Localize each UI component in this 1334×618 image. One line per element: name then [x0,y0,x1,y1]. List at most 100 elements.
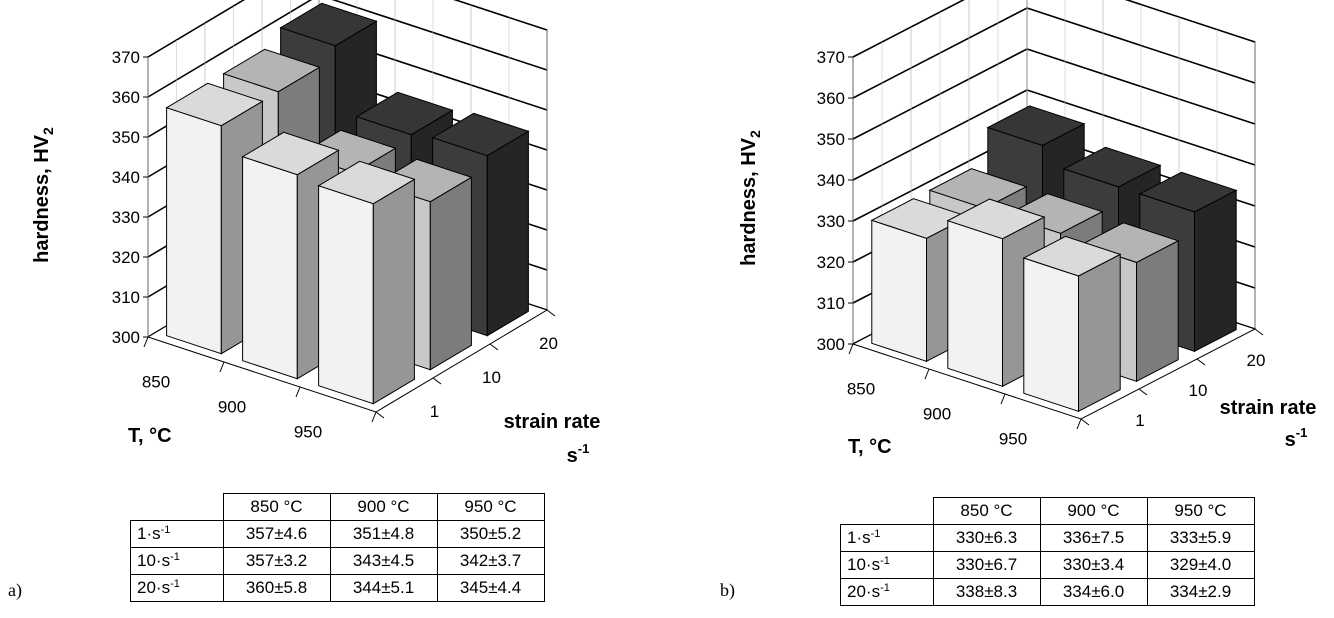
panel-a-bar-top [431,112,530,157]
panel-a-table-cell: 351±4.8 [329,520,438,548]
panel-b-x-tick-label: 900 [923,405,951,424]
panel-label-a: a) [8,580,22,600]
panel-a-y-tick-label: 360 [112,88,140,107]
panel-a-table-cell: 357±4.6 [222,520,331,548]
panel-a-x-tick [219,361,225,373]
panel-b-bar-side [1078,253,1121,413]
panel-b-z-tick [1138,388,1148,396]
panel-b-z-tick [1254,328,1264,336]
panel-b-y-tick-label: 330 [817,212,845,231]
panel-b-table-cell: 333±5.9 [1146,524,1255,552]
panel-b-row-header: 20·s-1 [840,578,934,606]
panel-a-y-tick-label: 340 [112,168,140,187]
panel-b-row-header: 1·s-1 [840,524,934,552]
panel-b-bar-front [947,220,1003,387]
panel-a-chart: 300 310 320 330 340 350 360 370 850 900 950 1 10 20 ha… [31,0,600,467]
panel-a-z-tick [375,411,385,419]
panel-a-x-tick-label: 900 [218,398,246,417]
panel-a-y-tick-label: 320 [112,248,140,267]
panel-a-bar-top [241,131,340,176]
panel-b-table-cell: 330±3.4 [1039,551,1148,579]
panel-a-z-axis-title: strain rate [504,411,601,433]
panel-a-bar-side [486,130,529,337]
panel-b-y-axis-title: hardness, HV2 [738,130,763,266]
panel-b-x-tick-label: 950 [999,430,1027,449]
panel-a-y-tick-label: 370 [112,48,140,67]
panel-b-bar-top [986,105,1086,147]
panel-a-table-cell: 360±5.8 [222,574,331,602]
panel-a-bar-top [165,82,264,127]
panel-a-x-tick [371,411,377,423]
panel-a-x-tick [143,336,149,348]
panel-b-bar [1022,235,1122,413]
panel-a-bar-front [318,185,374,405]
panel-b-x-tick [924,368,930,380]
panel-a-bar-top [222,48,321,93]
panel-b-table-cell: 330±6.3 [932,524,1041,552]
panel-a-x-tick [295,386,301,398]
panel-b-z-axis-title: strain rate [1220,397,1317,419]
panel-a-bar-side [429,176,472,371]
panel-b-table-row: 10·s-1 330±6.7 330±3.4 329±4.0 [840,551,1255,579]
panel-a-z-axis-unit: s-1 [567,441,590,467]
panel-b-x-axis-title: T, °C [848,436,892,458]
panel-a-col-header: 850 °C [222,493,331,521]
panel-a-z-tick [432,377,442,385]
panel-a-table-cell: 357±3.2 [222,547,331,575]
panel-b-table-row: 20·s-1 338±8.3 334±6.0 334±2.9 [840,578,1255,606]
panel-b-y-tick-label: 360 [817,89,845,108]
panel-a-z-tick-label: 1 [430,402,439,421]
panel-b-z-tick-label: 10 [1189,381,1208,400]
panel-a-y-tick-label: 350 [112,128,140,147]
panel-a-bar-top [355,91,454,136]
panel-a-z-tick [489,343,499,351]
panel-b-bar-side [1194,189,1237,353]
hardness-table-a: 850 °C 900 °C 950 °C 1·s-1 357±4.6 351±4.8 350… [130,493,545,602]
panel-b-x-tick [1076,418,1082,430]
panel-a-bar-front [166,107,222,355]
panel-a-z-tick-label: 10 [482,368,501,387]
panel-a-row-header: 1·s-1 [130,520,224,548]
panel-a-y-tick-label: 310 [112,288,140,307]
panel-b-table-cell: 334±6.0 [1039,578,1148,606]
panel-b-col-header: 900 °C [1039,497,1148,525]
panel-a-col-header: 950 °C [436,493,545,521]
panel-b-bar-top [1062,146,1162,188]
panel-a-y-tick-label: 300 [112,328,140,347]
panel-b-y-tick-label: 340 [817,171,845,190]
panel-a-row-header: 20·s-1 [130,574,224,602]
panel-a-bar-top [317,160,416,205]
panel-a-z-tick-label: 20 [539,334,558,353]
panel-b-z-tick-label: 20 [1247,351,1266,370]
panel-b-y-tick-label: 310 [817,294,845,313]
panel-b-z-tick [1196,358,1206,366]
panel-b-corner-cell [840,497,934,525]
panel-b-table-cell: 330±6.7 [932,551,1041,579]
panel-b-y-tick-label: 320 [817,253,845,272]
panel-b-col-header: 950 °C [1146,497,1255,525]
panel-b-y-tick-label: 350 [817,130,845,149]
panel-a-table-cell: 345±4.4 [436,574,545,602]
panel-b-bar-front [871,219,927,362]
panel-a-table-row: 10·s-1 357±3.2 343±4.5 342±3.7 [130,547,545,575]
panel-b-header-row: 850 °C 900 °C 950 °C [840,497,1255,525]
panel-b-y-tick-label: 300 [817,335,845,354]
panel-a-z-tick [546,309,556,317]
panel-a-table-cell: 350±5.2 [436,520,545,548]
panel-a-x-axis-title: T, °C [128,425,172,447]
panel-b-z-tick-label: 1 [1135,411,1144,430]
panel-b-row-header: 10·s-1 [840,551,934,579]
panel-a-x-tick-label: 950 [294,423,322,442]
panel-a-table-row: 20·s-1 360±5.8 344±5.1 345±4.4 [130,574,545,602]
panel-b-bar-top [946,198,1046,240]
panel-a-y-tick-label: 330 [112,208,140,227]
panel-a-bar [317,160,416,405]
panel-label-b: b) [720,580,735,600]
panel-b-table-cell: 336±7.5 [1039,524,1148,552]
panel-a-bar-front [242,156,298,380]
panel-a-table-cell: 342±3.7 [436,547,545,575]
panel-a-bar-top [279,2,378,47]
panel-b-col-header: 850 °C [932,497,1041,525]
panel-b-bar-front [1023,257,1079,412]
panel-b-x-tick [848,343,854,355]
